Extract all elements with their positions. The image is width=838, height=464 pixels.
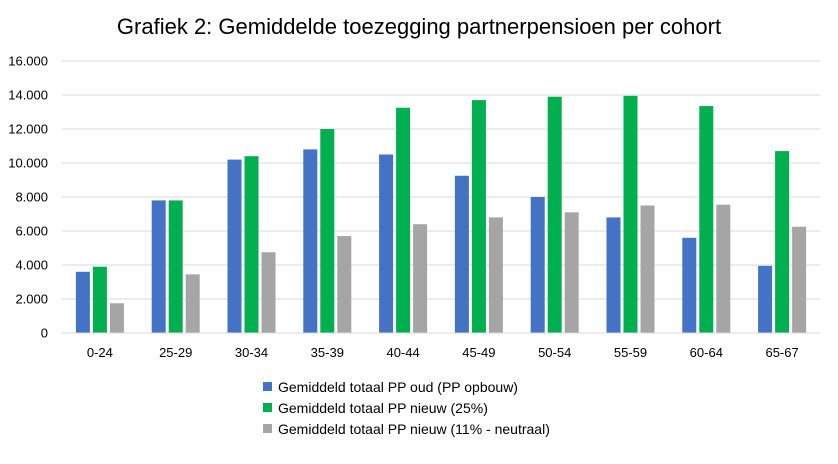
x-tick-label: 60-64 <box>690 345 723 360</box>
bar-2 <box>547 96 562 333</box>
x-tick-label: 55-59 <box>614 345 647 360</box>
bar-2 <box>168 200 183 333</box>
bar-1 <box>227 159 242 333</box>
y-tick-label: 14.000 <box>8 88 48 103</box>
bar-1 <box>606 217 621 333</box>
bar-2 <box>699 106 714 333</box>
bar-3 <box>488 217 503 333</box>
y-tick-label: 16.000 <box>8 54 48 69</box>
bar-3 <box>337 236 352 333</box>
bar-1 <box>151 200 166 333</box>
legend-swatch <box>263 424 272 433</box>
bar-1 <box>303 149 318 333</box>
axes: 0 2.000 4.000 6.000 8.000 10.000 12.000 14.000 1… <box>8 54 820 360</box>
y-tick-label: 2.000 <box>15 292 48 307</box>
bar-3 <box>640 205 655 333</box>
bar-3 <box>564 212 579 333</box>
x-tick-label: 0-24 <box>87 345 113 360</box>
x-tick-label: 45-49 <box>462 345 495 360</box>
bar-3 <box>261 252 276 333</box>
bar-1 <box>379 154 394 333</box>
bar-3 <box>792 226 807 333</box>
bar-3 <box>413 224 428 333</box>
legend-swatch <box>263 403 272 412</box>
y-tick-label: 12.000 <box>8 122 48 137</box>
legend: Gemiddeld totaal PP oud (PP opbouw) Gemid… <box>263 376 550 439</box>
bar-1 <box>454 175 469 333</box>
bar-2 <box>623 95 638 333</box>
y-tick-label: 8.000 <box>15 190 48 205</box>
bar-3 <box>716 204 731 333</box>
y-tick-label: 0 <box>41 326 48 341</box>
y-tick-label: 10.000 <box>8 156 48 171</box>
y-tick-label: 6.000 <box>15 224 48 239</box>
x-tick-label: 65-67 <box>765 345 798 360</box>
legend-label: Gemiddeld totaal PP nieuw (25%) <box>278 399 488 416</box>
x-tick-label: 35-39 <box>311 345 344 360</box>
bar-2 <box>775 151 790 333</box>
x-tick-label: 25-29 <box>159 345 192 360</box>
x-tick-label: 30-34 <box>235 345 268 360</box>
bar-1 <box>75 271 90 333</box>
bar-2 <box>244 156 259 333</box>
y-tick-label: 4.000 <box>15 258 48 273</box>
bar-2 <box>396 107 411 333</box>
legend-item: Gemiddeld totaal PP nieuw (11% - neutraa… <box>263 418 550 439</box>
legend-label: Gemiddeld totaal PP oud (PP opbouw) <box>278 378 518 395</box>
legend-item: Gemiddeld totaal PP oud (PP opbouw) <box>263 376 550 397</box>
bars <box>75 95 807 333</box>
bar-2 <box>471 100 486 333</box>
bar-3 <box>109 303 124 333</box>
bar-3 <box>185 274 200 333</box>
bar-1 <box>530 197 545 333</box>
x-tick-label: 50-54 <box>538 345 571 360</box>
bar-1 <box>758 265 773 333</box>
x-tick-label: 40-44 <box>386 345 419 360</box>
bar-2 <box>92 266 107 333</box>
bar-2 <box>320 129 335 333</box>
legend-item: Gemiddeld totaal PP nieuw (25%) <box>263 397 550 418</box>
bar-1 <box>682 237 697 333</box>
chart-title: Grafiek 2: Gemiddelde toezegging partner… <box>116 14 722 39</box>
legend-label: Gemiddeld totaal PP nieuw (11% - neutraa… <box>278 420 550 437</box>
legend-swatch <box>263 382 272 391</box>
